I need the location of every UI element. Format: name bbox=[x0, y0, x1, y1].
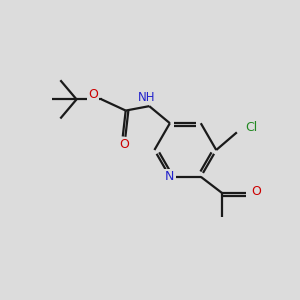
Text: NH: NH bbox=[138, 91, 156, 104]
Text: Cl: Cl bbox=[246, 122, 258, 134]
Text: O: O bbox=[119, 138, 129, 151]
Text: O: O bbox=[88, 88, 98, 100]
Text: N: N bbox=[165, 170, 175, 183]
Text: O: O bbox=[251, 185, 261, 198]
